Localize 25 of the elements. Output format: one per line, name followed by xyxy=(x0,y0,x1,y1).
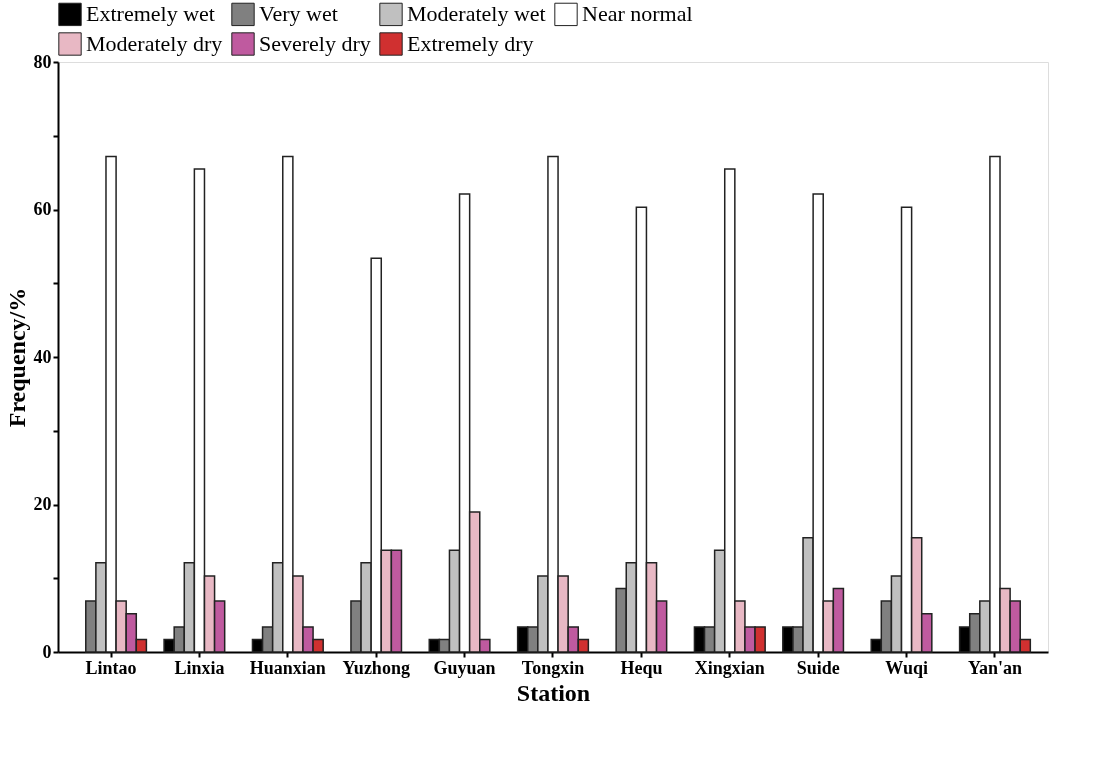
y-tick-label: 20 xyxy=(33,494,52,514)
y-tick-label: 60 xyxy=(33,199,52,219)
legend-label: Moderately wet xyxy=(407,1,546,27)
y-tick-label: 80 xyxy=(33,51,52,72)
x-tick-label: Yan'an xyxy=(967,657,1022,678)
x-tick-label: Suide xyxy=(796,657,840,678)
x-tick-label: Xingxian xyxy=(694,657,765,678)
x-axis-title: Station xyxy=(516,679,591,706)
x-tick-label: Tongxin xyxy=(521,657,585,678)
legend-label: Extremely wet xyxy=(86,1,215,27)
x-tick-label: Yuzhong xyxy=(342,657,410,678)
legend-label: Very wet xyxy=(259,1,338,27)
x-tick-label: Huanxian xyxy=(249,657,326,678)
y-tick-label: 0 xyxy=(42,641,52,662)
x-tick-label: Lintao xyxy=(85,657,137,678)
x-tick-label: Guyuan xyxy=(433,657,496,678)
y-tick-label: 40 xyxy=(33,346,52,367)
x-tick-label: Hequ xyxy=(620,657,663,678)
legend-label: Moderately dry xyxy=(86,31,223,56)
y-axis-title: Frequency/% xyxy=(3,287,30,428)
legend-label: Severely dry xyxy=(259,31,371,56)
x-tick-label: Linxia xyxy=(174,657,225,678)
legend-label: Extremely dry xyxy=(407,31,534,56)
legend-label: Near normal xyxy=(582,1,693,27)
x-tick-label: Wuqi xyxy=(885,657,928,678)
